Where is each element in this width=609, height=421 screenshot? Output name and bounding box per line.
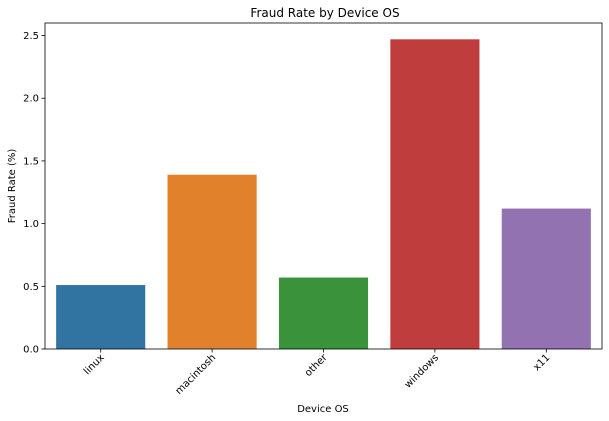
y-tick-label: 0.0: [23, 345, 39, 356]
bar-windows: [390, 39, 480, 350]
x-tick-label: windows: [403, 352, 441, 390]
y-tick-label: 2.5: [23, 31, 39, 42]
bar-x11: [501, 208, 591, 349]
bar-macintosh: [167, 174, 257, 349]
bar-linux: [56, 285, 146, 349]
y-axis-label: Fraud Rate (%): [7, 149, 18, 224]
plot-frame: [44, 22, 603, 350]
x-axis: linux macintosh other windows x11: [82, 349, 552, 397]
x-tick-label: linux: [82, 352, 107, 377]
x-axis-label: Device OS: [297, 404, 349, 415]
chart-title: Fraud Rate by Device OS: [250, 6, 399, 20]
y-tick-label: 1.0: [23, 219, 39, 230]
y-tick-label: 1.5: [23, 156, 39, 167]
bars-group: [56, 39, 591, 350]
x-tick-label: other: [303, 352, 330, 379]
bar-other: [278, 277, 369, 349]
y-axis: 0.0 0.5 1.0 1.5 2.0 2.5: [23, 31, 45, 356]
x-tick-label: macintosh: [174, 352, 219, 397]
x-tick-label: x11: [531, 352, 552, 373]
y-tick-label: 0.5: [23, 282, 39, 293]
y-tick-label: 2.0: [23, 94, 39, 105]
